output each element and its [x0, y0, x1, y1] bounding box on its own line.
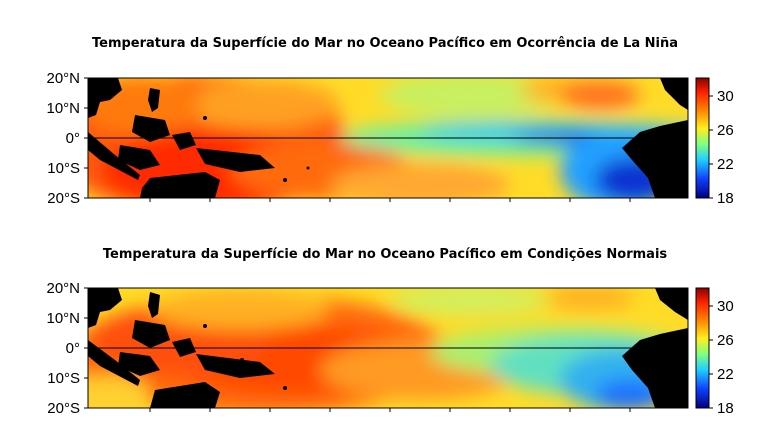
- colorbar: [695, 287, 710, 409]
- sst-field: [88, 288, 688, 408]
- lat-label-10n: 10°N: [46, 310, 80, 327]
- sst-map-la-nina: 20°N 10°N 0° 10°S 20°S 30 26 22 18: [46, 70, 734, 207]
- land-masses: [88, 78, 688, 198]
- colorbar-label-30: 30: [717, 88, 734, 105]
- lat-label-10s: 10°S: [47, 370, 80, 387]
- map-title-la-nina: Temperatura da Superfície do Mar no Ocea…: [92, 36, 678, 51]
- lat-label-0: 0°: [66, 130, 80, 147]
- colorbar-label-22: 22: [717, 156, 734, 173]
- colorbar: [695, 77, 710, 199]
- sst-field: [88, 78, 688, 198]
- lat-label-20s: 20°S: [47, 190, 80, 207]
- lat-label-20n: 20°N: [46, 70, 80, 87]
- lat-label-10n: 10°N: [46, 100, 80, 117]
- lat-label-0: 0°: [66, 340, 80, 357]
- map-title-normal: Temperatura da Superfície do Mar no Ocea…: [102, 247, 668, 262]
- colorbar-label-30: 30: [717, 298, 734, 315]
- colorbar-label-22: 22: [717, 366, 734, 383]
- lat-label-20s: 20°S: [47, 400, 80, 417]
- colorbar-label-18: 18: [717, 400, 734, 417]
- lat-label-10s: 10°S: [47, 160, 80, 177]
- colorbar-label-26: 26: [717, 332, 734, 349]
- sst-map-normal: 20°N 10°N 0° 10°S 20°S 30 26 22 18: [46, 280, 734, 417]
- colorbar-label-26: 26: [717, 122, 734, 139]
- colorbar-label-18: 18: [717, 190, 734, 207]
- lat-label-20n: 20°N: [46, 280, 80, 297]
